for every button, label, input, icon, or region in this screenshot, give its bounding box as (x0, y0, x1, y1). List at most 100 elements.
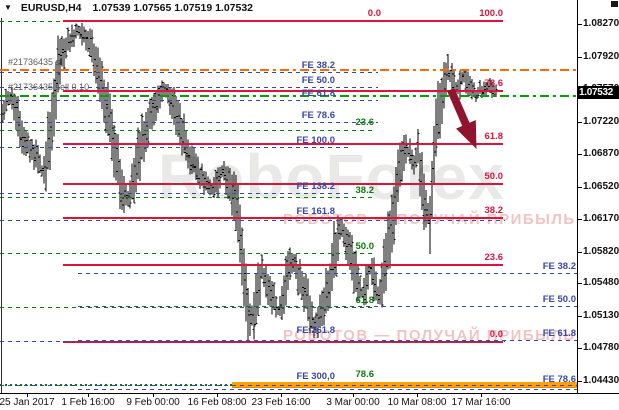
price-tick (577, 348, 582, 349)
fibo-retracement-green-line[interactable] (0, 253, 374, 254)
fibo-expansion-right-line[interactable] (78, 389, 577, 390)
open-order-label: #21736435 sell 0.10 (8, 82, 90, 92)
fibo-expansion-left-label: FE 138.2 (296, 181, 335, 192)
fibo-expansion-left-label: FE 300,0 (296, 371, 335, 382)
fibo-retracement-red-line[interactable] (63, 20, 503, 22)
ohlc-quote-label: 1.07539 1.07565 1.07519 1.07532 (92, 2, 254, 14)
fibo-retracement-red-label: 38.2 (484, 205, 504, 216)
time-tick (217, 393, 218, 397)
fibo-expansion-left-line[interactable] (0, 72, 378, 73)
fibo-expansion-left-line[interactable] (0, 122, 378, 123)
symbol-period-label: EURUSD,H4 (20, 2, 82, 14)
price-tick (577, 24, 582, 25)
fibo-expansion-right-label: FE 50.0 (542, 294, 576, 305)
price-tick-label: 1.05480 (583, 277, 619, 288)
price-tick-label: 1.06520 (583, 180, 619, 192)
fibo-retracement-red-label: 50.0 (484, 171, 504, 182)
fibo-retracement-green-line[interactable] (0, 197, 374, 198)
price-tick (577, 315, 582, 317)
fibo-expansion-right-label: FE 61.8 (542, 328, 576, 339)
time-tick (88, 393, 89, 397)
price-tick (577, 56, 582, 58)
fibo-retracement-red-label: 23.6 (484, 252, 504, 263)
fibo-expansion-left-label: FE 78.6 (301, 110, 335, 121)
fibo-retracement-red-label: 0.0 (489, 329, 503, 340)
time-tick-label: 16 Feb 08:00 (187, 397, 247, 408)
fibo-expansion-left-line[interactable] (0, 341, 505, 342)
time-tick-label: 3 Mar 00:00 (326, 397, 380, 408)
fibo-expansion-left-line[interactable] (0, 147, 348, 148)
fibo-expansion-left-line[interactable] (0, 100, 378, 101)
time-tick-label: 23 Feb 16:00 (251, 397, 311, 408)
fibo-retracement-red-line[interactable] (63, 183, 503, 185)
fibo-retracement-red-line[interactable] (63, 341, 503, 343)
corner-glyph (611, 1, 618, 7)
fibo-expansion-left-label: FE 161.8 (296, 206, 335, 217)
price-tick-label: 1.04430 (583, 374, 619, 386)
fibo-retracement-red-label: 100.0 (479, 8, 503, 19)
time-tick-label: 17 Mar 16:00 (451, 397, 511, 408)
time-tick (417, 393, 418, 397)
fibo-expansion-right-line[interactable] (78, 273, 577, 274)
down-arrow[interactable] (447, 87, 477, 150)
chart-left-border (1, 18, 2, 393)
fibo-retracement-red-line[interactable] (63, 217, 503, 219)
price-tick (577, 380, 582, 382)
price-tick (577, 251, 582, 253)
price-tick (577, 186, 582, 188)
time-tick (153, 393, 154, 397)
fibo-retracement-red-line[interactable] (63, 264, 503, 266)
time-tick-label: 25 Jan 2017 (0, 397, 55, 408)
price-axis-line[interactable] (577, 0, 578, 393)
price-tick-label: 1.06870 (583, 148, 619, 159)
price-tick-label: 1.08270 (583, 18, 619, 29)
stop-loss-line[interactable] (0, 69, 577, 71)
fibo-expansion-left-label: FE 38.2 (301, 60, 335, 71)
fibo-retracement-green-label: 78.6 (355, 369, 375, 380)
fibo-retracement-green-label: 50.0 (355, 241, 375, 252)
fibo-expansion-left-line[interactable] (0, 220, 505, 221)
price-tick-label: 1.05130 (583, 309, 619, 321)
fibo-retracement-green-label: 23.6 (355, 117, 375, 128)
price-tick-label: 1.07920 (583, 50, 619, 62)
fibo-retracement-red-label: 78.6 (484, 78, 504, 89)
time-tick (353, 393, 354, 397)
watermark-tagline: РОБОТОВ — ПОЛУЧАЙ ПРИБЫЛЬ (283, 327, 576, 344)
fibo-expansion-left-label: FE 261.8 (296, 325, 335, 336)
price-tick-label: 1.05820 (583, 245, 619, 257)
price-tick (577, 154, 582, 155)
fibo-expansion-left-label: FE 50.0 (301, 75, 335, 86)
time-axis-line[interactable] (0, 393, 619, 394)
fibo-expansion-left-line[interactable] (0, 385, 577, 386)
chart-header: ▼ EURUSD,H4 1.07539 1.07565 1.07519 1.07… (4, 2, 253, 14)
price-tick-label: 1.07220 (583, 115, 619, 127)
fibo-retracement-red-line[interactable] (63, 90, 503, 92)
fibo-expansion-right-label: FE 78.6 (542, 374, 576, 385)
fibo-retracement-green-label: 61.8 (355, 295, 375, 306)
fibo-retracement-green-line[interactable] (0, 130, 374, 131)
price-tick (577, 121, 582, 123)
time-tick (481, 393, 482, 397)
fibo-retracement-green-label: 38.2 (355, 185, 375, 196)
fibo-expansion-right-line[interactable] (78, 306, 577, 307)
open-order-line[interactable] (0, 95, 577, 97)
price-tick (577, 219, 582, 220)
fibo-expansion-right-label: FE 38.2 (542, 261, 576, 272)
time-tick-label: 9 Feb 00:00 (126, 397, 180, 408)
symbol-dropdown-icon[interactable]: ▼ (4, 3, 12, 12)
fib-extra-label: 0.0 (367, 8, 381, 19)
current-price-flag: 1.07532 (578, 86, 619, 99)
time-tick-label: 10 Mar 08:00 (387, 397, 447, 408)
price-tick-label: 1.04780 (583, 342, 619, 353)
fibo-retracement-green-line[interactable] (0, 307, 374, 308)
fibo-expansion-left-line[interactable] (0, 193, 348, 194)
time-tick (27, 393, 28, 397)
stop-loss-label: #21736435 sl (8, 57, 63, 67)
price-tick-label: 1.06170 (583, 213, 619, 224)
fibo-expansion-right-line[interactable] (78, 340, 577, 341)
fibo-retracement-red-line[interactable] (63, 143, 503, 145)
fibo-expansion-left-label: FE 100.0 (296, 135, 335, 146)
watermark-tagline: РОБОТОВ — ПОЛУЧАЙ ПРИБЫЛЬ (283, 211, 576, 228)
fibo-expansion-left-line[interactable] (0, 87, 378, 88)
